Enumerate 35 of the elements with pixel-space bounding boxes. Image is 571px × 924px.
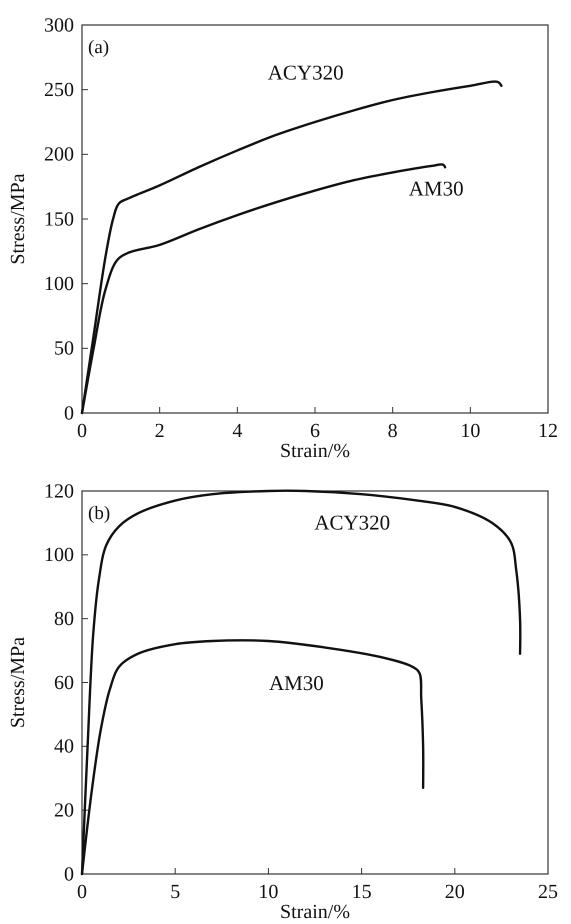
y-axis-title: Stress/MPa <box>7 636 29 728</box>
y-tick-label: 120 <box>44 480 74 502</box>
y-tick-label: 60 <box>54 672 74 694</box>
y-tick-label: 50 <box>54 338 74 360</box>
x-tick-label: 12 <box>538 420 558 442</box>
y-tick-label: 200 <box>44 144 74 166</box>
x-tick-label: 10 <box>460 420 480 442</box>
annotation: (a) <box>88 37 110 58</box>
y-tick-label: 20 <box>54 800 74 822</box>
x-tick-label: 10 <box>258 881 278 904</box>
y-tick-label: 40 <box>54 736 74 758</box>
y-tick-label: 100 <box>44 273 74 296</box>
y-tick-label: 80 <box>54 608 74 630</box>
y-tick-label: 0 <box>64 863 74 886</box>
series-label: ACY320 <box>268 60 344 84</box>
series-label: AM30 <box>268 671 324 696</box>
y-tick-label: 0 <box>64 402 74 424</box>
x-tick-label: 8 <box>388 420 398 442</box>
series-label: ACY320 <box>314 510 390 534</box>
y-axis-title: Stress/MPa <box>7 173 29 265</box>
x-tick-label: 6 <box>310 420 320 442</box>
x-tick-label: 15 <box>352 881 372 904</box>
x-axis-title: Strain/% <box>280 901 350 923</box>
y-tick-label: 300 <box>44 14 74 36</box>
x-axis-title: Strain/% <box>280 440 350 462</box>
x-tick-label: 4 <box>232 420 242 442</box>
y-tick-label: 250 <box>44 79 74 102</box>
y-tick-label: 150 <box>44 208 74 230</box>
x-tick-label: 2 <box>154 420 165 442</box>
x-tick-label: 5 <box>170 881 180 904</box>
x-tick-label: 20 <box>444 881 465 904</box>
annotation: (b) <box>88 503 110 524</box>
series-label: AM30 <box>408 176 464 201</box>
y-tick-label: 100 <box>44 544 74 566</box>
x-tick-label: 25 <box>538 881 558 904</box>
